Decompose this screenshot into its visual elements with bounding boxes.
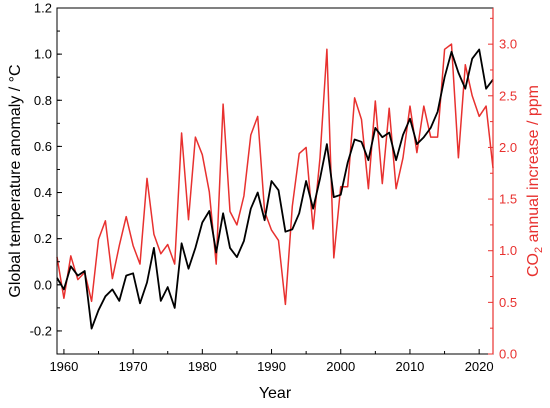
x-tick-label: 2020	[465, 359, 494, 374]
left-y-tick-label: 1.2	[34, 1, 52, 16]
left-y-tick-label: 0.6	[34, 139, 52, 154]
left-y-tick-label: -0.2	[30, 323, 52, 338]
right-y-tick-label: 1.0	[499, 243, 517, 258]
right-y-tick-label: 2.0	[499, 140, 517, 155]
x-tick-label: 1970	[119, 359, 148, 374]
right-y-label-subscript: 2	[533, 247, 545, 253]
x-tick-label: 1960	[49, 359, 78, 374]
right-y-axis-label: CO2 annual increase / ppm	[525, 85, 545, 277]
right-y-label-suffix: annual increase / ppm	[525, 85, 542, 247]
series-lines	[56, 43, 494, 330]
left-axis: -0.2 0.0 0.2 0.4 0.6 0.8 1.0 1.2	[30, 1, 62, 355]
x-tick-label: 1990	[257, 359, 286, 374]
x-tick-label: 2000	[326, 359, 355, 374]
plot-frame	[56, 7, 494, 355]
temperature-anomaly-line	[56, 48, 494, 330]
right-y-tick-label: 2.5	[499, 88, 517, 103]
right-y-tick-label: 3.0	[499, 37, 517, 52]
left-y-tick-label: 0.4	[34, 185, 52, 200]
left-y-axis-label: Global temperature anomaly / °C	[7, 64, 24, 297]
co2-increase-line	[56, 43, 494, 306]
x-tick-label: 1980	[188, 359, 217, 374]
right-y-tick-label: 0.0	[499, 347, 517, 362]
right-axis: 0.0 0.5 1.0 1.5 2.0 2.5 3.0	[488, 8, 517, 362]
left-y-tick-label: 0.0	[34, 277, 52, 292]
right-y-label-prefix: CO	[525, 253, 542, 277]
x-tick-label: 2010	[395, 359, 424, 374]
bottom-axis: 1960 1970 1980 1990 2000 2010 2020	[49, 349, 494, 374]
right-y-tick-label: 0.5	[499, 295, 517, 310]
x-axis-label: Year	[259, 385, 292, 402]
left-y-tick-label: 0.2	[34, 231, 52, 246]
left-y-tick-label: 0.8	[34, 93, 52, 108]
right-y-tick-label: 1.5	[499, 192, 517, 207]
left-y-tick-label: 1.0	[34, 47, 52, 62]
